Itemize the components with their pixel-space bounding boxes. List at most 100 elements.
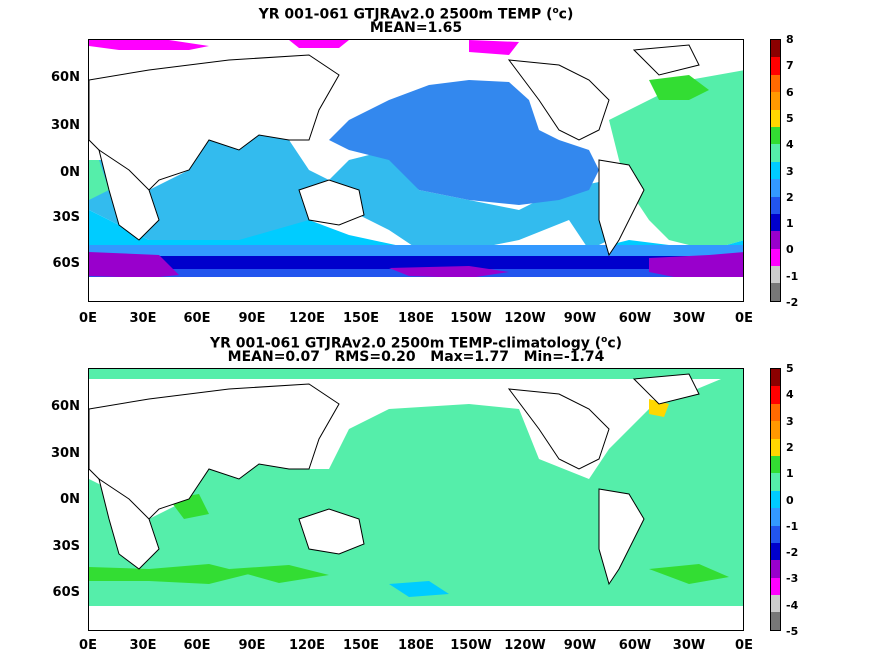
panel1-ross-purple xyxy=(389,266,509,278)
colorbar-label: 5 xyxy=(786,362,794,375)
panel1-lat-label: 30N xyxy=(51,118,80,133)
panel2-cyan-patch xyxy=(389,581,449,597)
colorbar-segment xyxy=(771,92,780,110)
colorbar-segment xyxy=(771,109,780,127)
colorbar-segment xyxy=(771,525,780,543)
panel2-lon-label: 150W xyxy=(450,638,492,653)
panel2-arctic-green xyxy=(89,369,743,379)
panel1-lat-label: 30S xyxy=(52,210,80,225)
panel1-continents xyxy=(89,44,700,257)
panel1-map xyxy=(88,39,744,302)
colorbar-segment xyxy=(771,577,780,596)
panel1-title-unit-end: c) xyxy=(558,6,574,23)
panel1-lon-label: 0E xyxy=(735,311,753,326)
colorbar-label: 4 xyxy=(786,388,794,402)
panel2-green-patch-south-mid xyxy=(229,565,329,583)
panel1-lat-label: 0N xyxy=(60,165,80,180)
colorbar-label: 4 xyxy=(786,138,794,152)
panel2-title-unit-end: c) xyxy=(607,335,623,352)
panel1-north-america xyxy=(507,59,610,141)
panel2-lon-label: 180E xyxy=(397,638,435,653)
colorbar-segment xyxy=(771,196,780,214)
colorbar-segment xyxy=(771,421,780,439)
panel1-lon-label: 150E xyxy=(342,311,380,326)
colorbar-segment xyxy=(771,612,780,630)
colorbar-label: 3 xyxy=(786,414,794,428)
panel1-atlantic-green xyxy=(609,70,743,250)
panel1-antarctica xyxy=(89,277,743,301)
panel2-lat-label: 60S xyxy=(52,585,80,600)
panel2-ocean-green xyxy=(89,369,743,607)
colorbar-segment xyxy=(771,283,780,301)
panel1-weddell-purple xyxy=(89,252,179,278)
colorbar-segment xyxy=(771,126,780,145)
colorbar-segment xyxy=(771,57,780,75)
panel1-lon-label: 60W xyxy=(618,311,652,326)
panel2-greenland xyxy=(632,373,700,405)
panel1-lon-label: 150W xyxy=(450,311,492,326)
panel1-lon-label: 120E xyxy=(288,311,326,326)
panel2-antarctica xyxy=(89,606,743,630)
colorbar-label: 5 xyxy=(786,111,794,125)
colorbar-label: 2 xyxy=(786,190,794,204)
panel2-map-svg xyxy=(89,369,743,630)
panel2-lon-label: 120W xyxy=(504,638,546,653)
colorbar-segment xyxy=(771,179,780,197)
panel1-lon-label: 90W xyxy=(563,311,597,326)
colorbar-segment xyxy=(771,161,780,180)
panel1-subtitle: MEAN=1.65 xyxy=(369,20,463,36)
panel1-lon-label: 90E xyxy=(238,311,266,326)
colorbar-segment xyxy=(771,560,780,578)
colorbar-segment xyxy=(771,40,780,58)
panel2-south-america xyxy=(598,488,645,586)
colorbar-segment xyxy=(771,266,780,284)
panel1-arctic-magenta-left xyxy=(89,40,209,50)
panel2-green-patch-south-east xyxy=(649,564,729,584)
panel2-title: YR 001-061 GTJRAv2.0 2500m TEMP-climatol… xyxy=(88,332,744,352)
colorbar-label: -2 xyxy=(786,546,799,560)
panel2-lat-label: 0N xyxy=(60,492,80,507)
panel2-title-unit: o xyxy=(601,335,608,345)
panel2-lon-label: 30E xyxy=(129,638,157,653)
panel1-lon-label: 120W xyxy=(504,311,546,326)
colorbar-segment xyxy=(771,213,780,232)
colorbar-label: -5 xyxy=(786,625,799,638)
panel2-colorbar xyxy=(770,368,781,631)
colorbar-segment xyxy=(771,144,780,162)
panel1-arctic-magenta-right xyxy=(469,40,519,55)
panel2-continents xyxy=(89,373,700,586)
panel2-lon-label: 120E xyxy=(288,638,326,653)
colorbar-segment xyxy=(771,248,780,267)
panel2-lat-label: 30N xyxy=(51,446,80,461)
colorbar-segment xyxy=(771,74,780,93)
colorbar-segment xyxy=(771,473,780,491)
colorbar-segment xyxy=(771,455,780,474)
panel1-greenland xyxy=(632,44,700,76)
panel2-title-text: YR 001-061 GTJRAv2.0 2500m TEMP-climatol… xyxy=(209,335,602,352)
panel1-southern-blue2 xyxy=(89,256,743,270)
panel1-southern-blue1 xyxy=(89,245,743,257)
panel2-lon-label: 60E xyxy=(183,638,211,653)
panel2-lat-label: 60N xyxy=(51,399,80,414)
panel2-africa xyxy=(98,477,160,570)
panel2-lat-label: 30S xyxy=(52,539,80,554)
panel2-lon-label: 60W xyxy=(618,638,652,653)
panel1-africa xyxy=(98,148,160,241)
colorbar-segment xyxy=(771,490,780,509)
panel1-purple-south-atlantic xyxy=(649,252,743,278)
colorbar-segment xyxy=(771,438,780,456)
colorbar-segment xyxy=(771,231,780,249)
colorbar-segment xyxy=(771,595,780,613)
colorbar-label: 6 xyxy=(786,85,794,99)
colorbar-label: 2 xyxy=(786,440,794,454)
colorbar-segment xyxy=(771,542,780,561)
colorbar-label: -4 xyxy=(786,598,799,612)
panel1-lat-label: 60S xyxy=(52,256,80,271)
panel1-title-unit: o xyxy=(552,6,559,16)
colorbar-label: 0 xyxy=(786,243,794,257)
panel2-australia xyxy=(298,508,365,555)
panel1-lon-label: 30E xyxy=(129,311,157,326)
panel1-southern-cyan xyxy=(89,210,743,255)
panel1-map-svg xyxy=(89,40,743,301)
panel1-arctic-magenta-mid xyxy=(289,40,349,48)
